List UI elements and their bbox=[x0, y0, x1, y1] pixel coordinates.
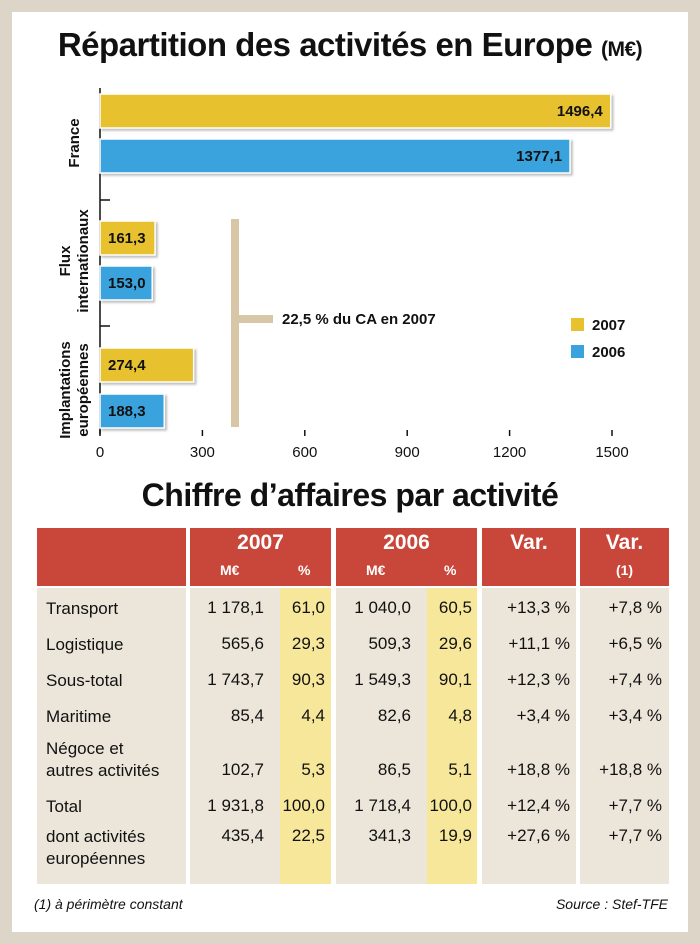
x-tick-label-3: 900 bbox=[395, 444, 420, 461]
x-tick-label-5: 1500 bbox=[595, 444, 628, 461]
legend-swatch-2007 bbox=[571, 318, 584, 331]
bar-value-label-2007-1: 161,3 bbox=[108, 230, 146, 247]
bar-value-label-2006-1: 153,0 bbox=[108, 275, 146, 292]
bar-value-label-2006-0: 1377,1 bbox=[516, 148, 562, 165]
bar-2006-2 bbox=[99, 393, 166, 429]
x-tick-label-4: 1200 bbox=[493, 444, 526, 461]
x-tick-label-0: 0 bbox=[96, 444, 104, 461]
bar-2007-0 bbox=[99, 93, 612, 129]
category-label-0: France bbox=[66, 118, 83, 167]
bar-2006-0 bbox=[99, 138, 571, 174]
footnote: (1) à périmètre constant bbox=[34, 896, 183, 912]
annotation-bracket-arm bbox=[239, 315, 273, 323]
bar-2006-1 bbox=[99, 265, 153, 301]
legend-label-2006: 2006 bbox=[592, 344, 625, 361]
x-tick-label-1: 300 bbox=[190, 444, 215, 461]
category-label-2: Implantations européennes bbox=[57, 341, 92, 439]
table-title: Chiffre d’affaires par activité bbox=[141, 477, 559, 513]
chart-title: Répartition des activités en Europe (M€) bbox=[57, 26, 643, 63]
bar-value-label-2006-2: 188,3 bbox=[108, 403, 146, 420]
annotation-bracket bbox=[231, 219, 239, 427]
bar-2007-1 bbox=[99, 220, 156, 256]
category-label-1: Flux internationaux bbox=[57, 209, 92, 313]
legend-label-2007: 2007 bbox=[592, 317, 625, 334]
source-note: Source : Stef-TFE bbox=[555, 896, 668, 912]
bar-value-label-2007-2: 274,4 bbox=[108, 357, 146, 374]
category-label-line: Flux bbox=[57, 245, 74, 276]
annotation-text: 22,5 % du CA en 2007 bbox=[282, 311, 436, 328]
bar-chart: 0 300 600 900 1200 1500 1496,4 161,3 274,4 1377,1… bbox=[57, 88, 629, 461]
bar-2007-2 bbox=[99, 347, 195, 383]
category-label-line: France bbox=[66, 118, 83, 167]
bar-value-label-2007-0: 1496,4 bbox=[557, 103, 604, 120]
category-label-line: internationaux bbox=[75, 209, 92, 313]
category-label-line: Implantations bbox=[57, 341, 74, 439]
category-label-line: européennes bbox=[75, 343, 92, 436]
legend-swatch-2006 bbox=[571, 345, 584, 358]
x-tick-label-2: 600 bbox=[292, 444, 317, 461]
